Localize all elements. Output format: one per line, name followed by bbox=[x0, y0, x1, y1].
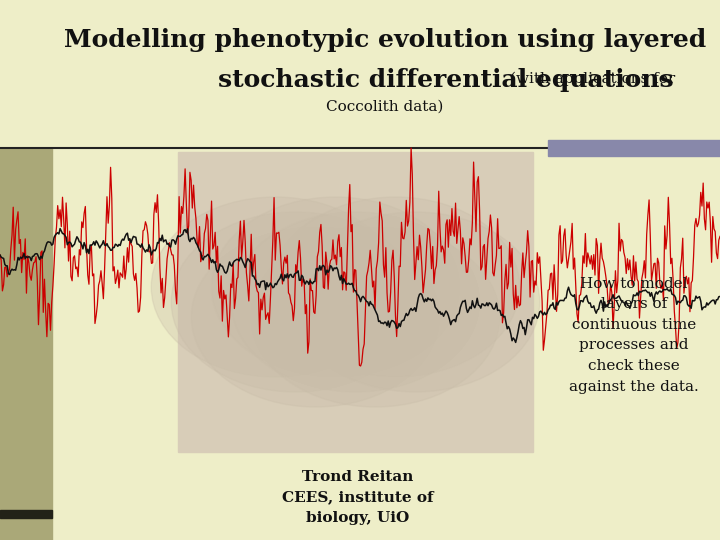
Ellipse shape bbox=[192, 227, 440, 407]
Bar bbox=[548, 140, 720, 156]
Text: stochastic differential equations: stochastic differential equations bbox=[218, 68, 674, 92]
Bar bbox=[178, 152, 533, 452]
Text: Coccolith data): Coccolith data) bbox=[326, 100, 444, 114]
Ellipse shape bbox=[231, 212, 480, 392]
Text: (with applications for: (with applications for bbox=[510, 72, 675, 86]
Text: How to model
layers of
continuous time
processes and
check these
against the dat: How to model layers of continuous time p… bbox=[569, 276, 699, 394]
Text: Modelling phenotypic evolution using layered: Modelling phenotypic evolution using lay… bbox=[64, 28, 706, 52]
Text: Trond Reitan
CEES, institute of
biology, UiO: Trond Reitan CEES, institute of biology,… bbox=[282, 470, 434, 525]
Bar bbox=[0, 510, 52, 518]
Ellipse shape bbox=[271, 197, 520, 377]
Ellipse shape bbox=[151, 197, 400, 377]
Ellipse shape bbox=[211, 197, 460, 377]
Ellipse shape bbox=[171, 212, 420, 392]
Ellipse shape bbox=[292, 212, 540, 392]
Bar bbox=[0, 148, 52, 540]
Ellipse shape bbox=[251, 227, 500, 407]
